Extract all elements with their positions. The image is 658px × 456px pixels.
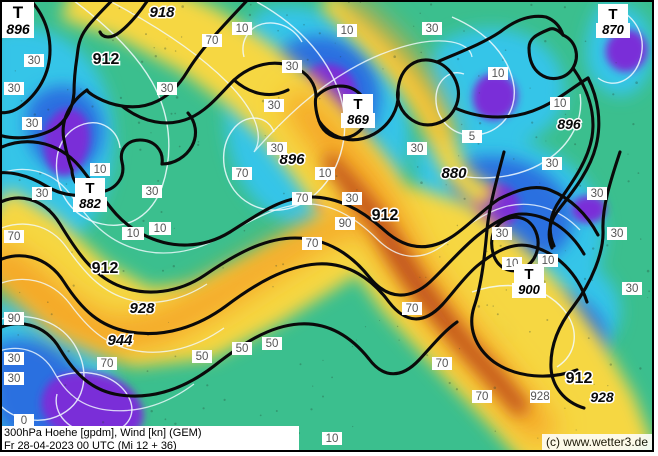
svg-text:896: 896 [557, 116, 581, 132]
svg-text:928: 928 [530, 391, 549, 403]
svg-text:70: 70 [206, 35, 219, 47]
svg-text:30: 30 [36, 188, 49, 200]
svg-text:10: 10 [326, 433, 339, 445]
svg-text:70: 70 [101, 358, 114, 370]
svg-text:10: 10 [94, 164, 107, 176]
svg-text:918: 918 [149, 4, 175, 21]
svg-text:912: 912 [372, 207, 399, 224]
svg-text:50: 50 [266, 338, 279, 350]
svg-text:10: 10 [127, 228, 140, 240]
svg-text:928: 928 [129, 300, 155, 317]
svg-text:10: 10 [492, 68, 505, 80]
svg-text:T: T [13, 3, 24, 22]
svg-text:30: 30 [626, 283, 639, 295]
svg-text:10: 10 [154, 223, 167, 235]
svg-text:912: 912 [566, 370, 593, 387]
svg-text:869: 869 [347, 112, 369, 127]
svg-text:882: 882 [79, 196, 101, 211]
svg-text:50: 50 [196, 351, 209, 363]
svg-text:T: T [85, 180, 94, 197]
svg-text:944: 944 [107, 332, 133, 349]
svg-text:30: 30 [546, 158, 559, 170]
svg-text:70: 70 [236, 168, 249, 180]
svg-text:90: 90 [339, 218, 352, 230]
svg-text:70: 70 [406, 303, 419, 315]
svg-text:30: 30 [286, 61, 299, 73]
svg-text:5: 5 [469, 131, 475, 143]
svg-text:70: 70 [306, 238, 319, 250]
svg-text:912: 912 [92, 260, 119, 277]
svg-text:10: 10 [341, 25, 354, 37]
svg-text:10: 10 [236, 23, 249, 35]
svg-text:10: 10 [554, 98, 567, 110]
svg-text:30: 30 [161, 83, 174, 95]
svg-text:30: 30 [8, 353, 21, 365]
svg-text:880: 880 [441, 165, 467, 182]
svg-text:30: 30 [146, 186, 159, 198]
svg-text:30: 30 [611, 228, 624, 240]
svg-text:30: 30 [426, 23, 439, 35]
svg-text:30: 30 [8, 373, 21, 385]
svg-text:30: 30 [28, 55, 41, 67]
svg-text:30: 30 [268, 100, 281, 112]
svg-text:70: 70 [8, 231, 21, 243]
svg-text:870: 870 [602, 22, 624, 37]
svg-text:912: 912 [93, 51, 120, 68]
svg-text:30: 30 [271, 143, 284, 155]
svg-text:70: 70 [436, 358, 449, 370]
svg-text:30: 30 [496, 228, 509, 240]
svg-text:30: 30 [411, 143, 424, 155]
svg-text:30: 30 [591, 188, 604, 200]
svg-text:896: 896 [6, 21, 30, 37]
svg-text:928: 928 [590, 389, 614, 405]
svg-text:70: 70 [476, 391, 489, 403]
svg-text:30: 30 [8, 83, 21, 95]
svg-text:T: T [608, 6, 617, 23]
svg-text:10: 10 [319, 168, 332, 180]
svg-text:90: 90 [8, 313, 21, 325]
svg-text:70: 70 [296, 193, 309, 205]
svg-text:50: 50 [236, 343, 249, 355]
svg-text:30: 30 [26, 118, 39, 130]
svg-text:900: 900 [518, 282, 540, 297]
svg-text:T: T [353, 96, 362, 113]
svg-text:30: 30 [346, 193, 359, 205]
svg-text:T: T [524, 266, 533, 283]
